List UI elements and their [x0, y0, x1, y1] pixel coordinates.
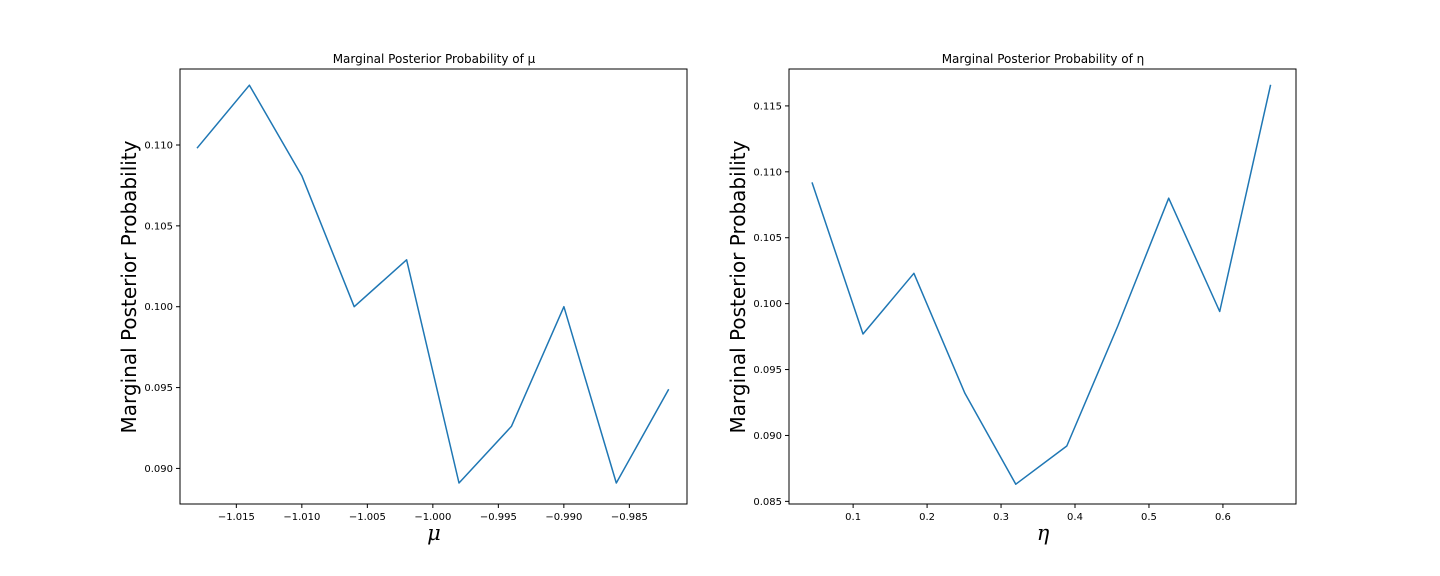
y-tick-label: 0.100 — [753, 299, 782, 310]
x-tick-label: 0.1 — [845, 512, 861, 523]
x-tick-label: 0.2 — [919, 512, 935, 523]
y-tick-label: 0.090 — [753, 431, 782, 442]
chart-title: Marginal Posterior Probability of η — [942, 52, 1145, 66]
y-tick-label: 0.110 — [144, 141, 173, 152]
chart-title: Marginal Posterior Probability of μ — [333, 52, 536, 66]
y-axis-label: Marginal Posterior Probability — [117, 140, 141, 433]
x-tick-label: 0.6 — [1215, 512, 1231, 523]
y-tick-label: 0.085 — [753, 497, 782, 508]
x-tick-label: −1.010 — [283, 512, 320, 523]
x-tick-label: 0.5 — [1141, 512, 1157, 523]
x-tick-label: 0.4 — [1067, 512, 1083, 523]
y-tick-label: 0.105 — [144, 221, 173, 232]
plot-frame — [179, 68, 688, 505]
x-tick-label: −0.990 — [545, 512, 582, 523]
mu-chart: Marginal Posterior Probability of μ −1.0… — [117, 52, 688, 545]
x-tick-label: −1.015 — [218, 512, 255, 523]
y-tick-label: 0.095 — [753, 365, 782, 376]
plot-frame — [788, 68, 1297, 505]
y-tick-label: 0.100 — [144, 302, 173, 313]
y-tick-label: 0.090 — [144, 464, 173, 475]
x-tick-label: −0.985 — [611, 512, 648, 523]
x-tick-label: −0.995 — [480, 512, 517, 523]
x-axis-label: μ — [427, 521, 441, 545]
y-tick-label: 0.115 — [753, 101, 782, 112]
series-line — [196, 84, 670, 484]
y-axis-label: Marginal Posterior Probability — [726, 140, 750, 433]
y-tick-label: 0.095 — [144, 383, 173, 394]
x-ticks: 0.1 0.2 0.3 0.4 0.5 0.6 — [845, 504, 1231, 523]
x-tick-label: 0.3 — [993, 512, 1009, 523]
y-tick-label: 0.105 — [753, 233, 782, 244]
eta-chart: Marginal Posterior Probability of η 0.1 0… — [726, 52, 1297, 545]
x-tick-label: −1.005 — [349, 512, 386, 523]
y-ticks: 0.090 0.095 0.100 0.105 0.110 — [144, 141, 180, 475]
x-axis-label: η — [1037, 521, 1050, 545]
series-line — [811, 84, 1272, 485]
y-tick-label: 0.110 — [753, 167, 782, 178]
x-ticks: −1.015 −1.010 −1.005 −1.000 −0.995 −0.990 −0.9… — [218, 504, 648, 523]
x-tick-label: −1.000 — [414, 512, 451, 523]
y-ticks: 0.085 0.090 0.095 0.100 0.105 0.110 0.115 — [753, 101, 789, 508]
